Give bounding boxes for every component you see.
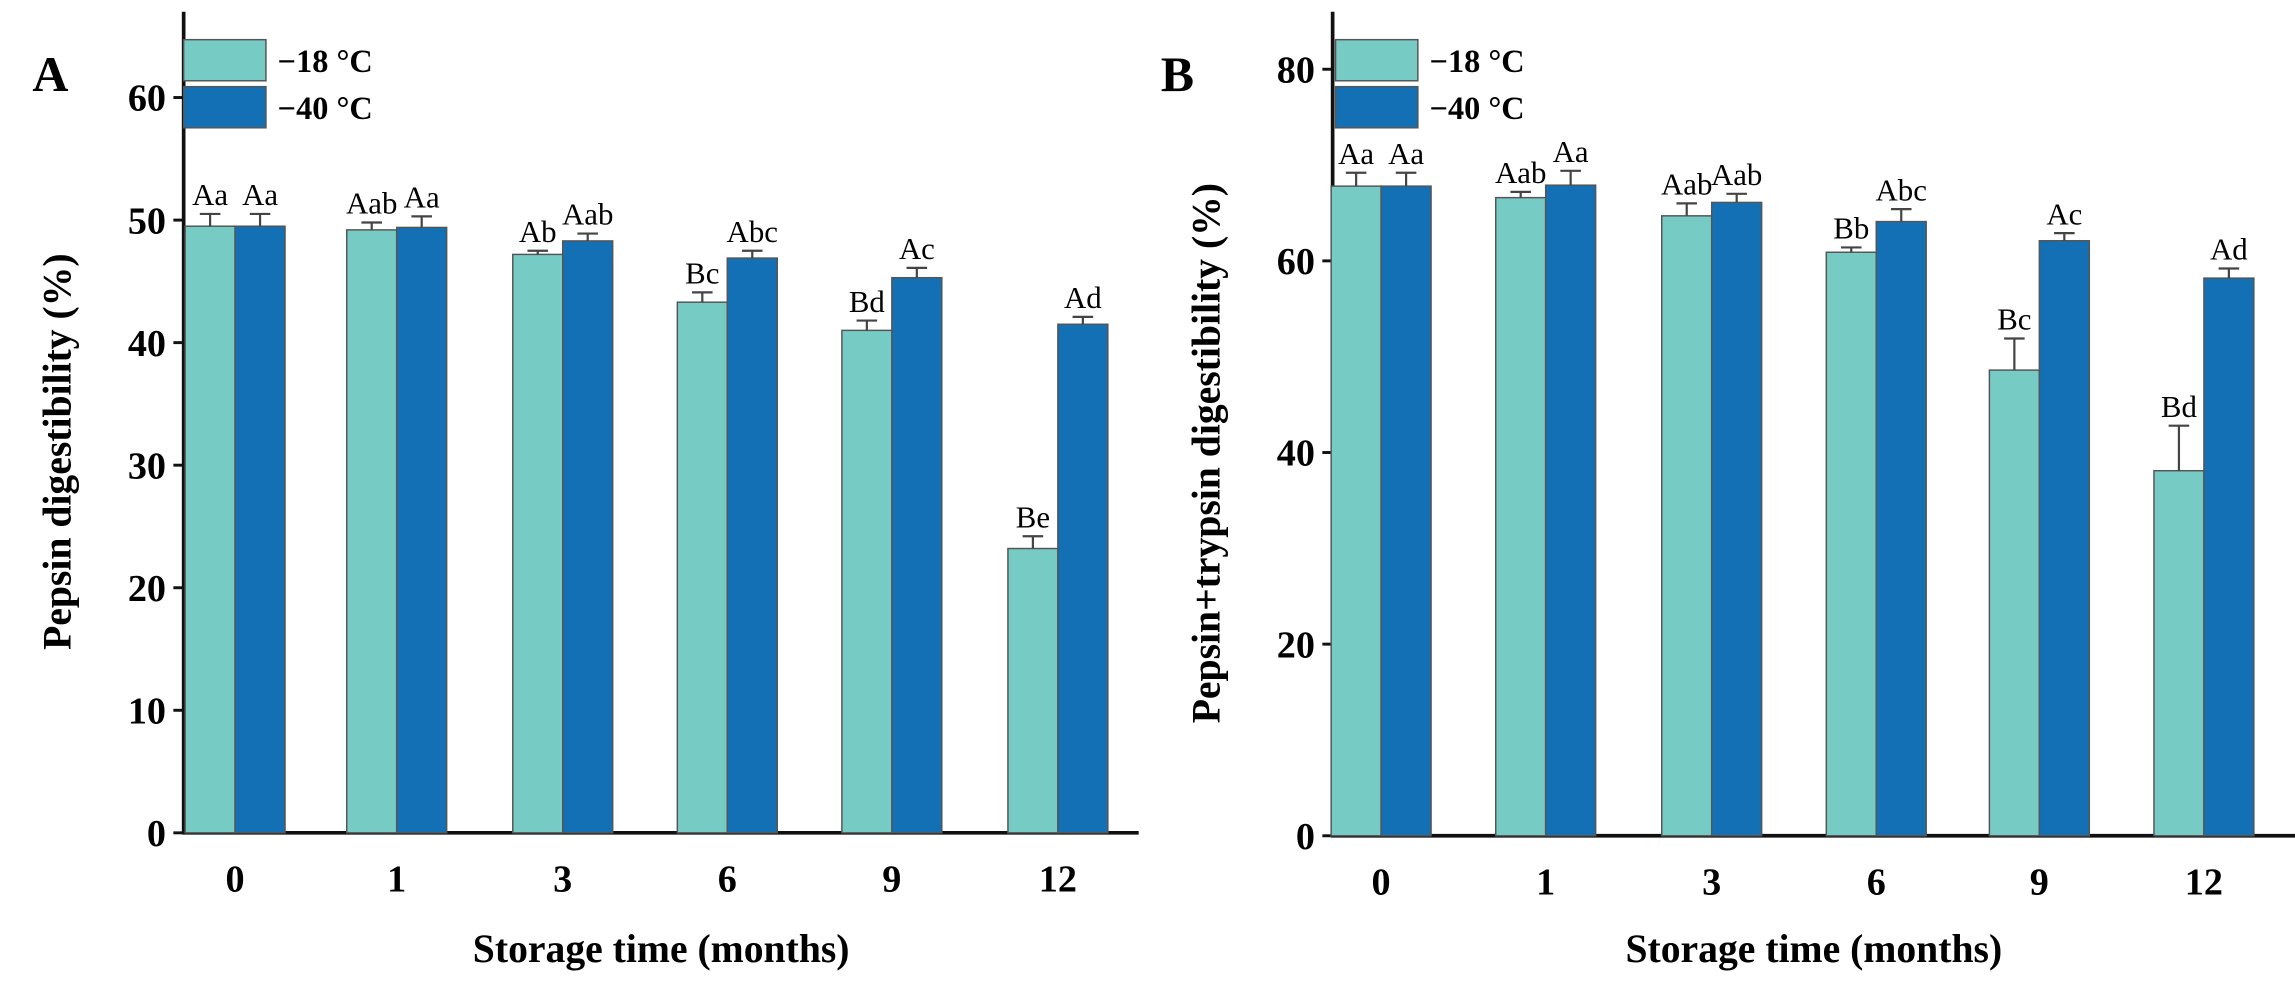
x-tick-label: 1 bbox=[387, 859, 406, 901]
significance-label: Ad bbox=[1064, 281, 1102, 315]
bar-minus40 bbox=[1710, 201, 1763, 837]
y-tick-label: 40 bbox=[128, 323, 166, 365]
bar-minus40 bbox=[726, 257, 778, 834]
significance-label: Bd bbox=[849, 285, 886, 319]
x-tick-label: 1 bbox=[1536, 862, 1555, 904]
x-tick-label: 3 bbox=[1702, 862, 1721, 904]
legend-label: −40 °C bbox=[1430, 90, 1525, 126]
significance-label: Aa bbox=[242, 178, 278, 212]
y-tick-label: 10 bbox=[128, 691, 166, 733]
significance-label: Aa bbox=[1338, 137, 1374, 171]
y-tick-label: 20 bbox=[1277, 624, 1315, 666]
panel-label: B bbox=[1161, 46, 1194, 102]
x-tick-label: 9 bbox=[2030, 862, 2049, 904]
bar-minus18 bbox=[346, 229, 398, 834]
significance-label: Ad bbox=[2210, 233, 2248, 267]
x-tick-label: 6 bbox=[718, 859, 737, 901]
y-tick-label: 0 bbox=[147, 813, 166, 855]
bar-minus40 bbox=[1380, 185, 1432, 837]
bar-minus40 bbox=[1057, 323, 1109, 834]
x-tick-label: 3 bbox=[553, 859, 572, 901]
x-axis-title: Storage time (months) bbox=[1625, 927, 2002, 971]
x-tick-label: 12 bbox=[2185, 862, 2223, 904]
significance-label: Be bbox=[1016, 500, 1050, 534]
y-tick-label: 20 bbox=[128, 568, 166, 610]
significance-label: Bc bbox=[1997, 303, 2031, 337]
significance-label: Bb bbox=[1833, 212, 1869, 246]
legend-label: −40 °C bbox=[278, 90, 373, 126]
significance-label: Bc bbox=[685, 257, 719, 291]
significance-label: Bd bbox=[2161, 390, 2198, 424]
bar-minus18 bbox=[1007, 547, 1059, 834]
significance-label: Aab bbox=[1711, 158, 1762, 192]
panel-label: A bbox=[32, 46, 68, 102]
x-tick-label: 0 bbox=[226, 859, 245, 901]
bar-minus18 bbox=[1494, 196, 1547, 837]
bar-minus18 bbox=[841, 329, 893, 834]
bar-minus18 bbox=[1661, 215, 1713, 837]
bar-minus40 bbox=[395, 226, 448, 834]
legend-swatch bbox=[182, 38, 267, 82]
significance-label: Aab bbox=[346, 187, 397, 221]
y-axis-title: Pepsin digestibility (%) bbox=[36, 253, 80, 650]
bar-minus18 bbox=[676, 301, 729, 834]
significance-label: Aa bbox=[1553, 135, 1589, 169]
bar-minus18 bbox=[1825, 251, 1877, 837]
bar-minus18 bbox=[1330, 185, 1382, 837]
y-tick-label: 0 bbox=[1296, 816, 1315, 858]
bar-minus40 bbox=[561, 240, 614, 834]
legend-swatch bbox=[1334, 38, 1419, 82]
x-tick-label: 6 bbox=[1867, 862, 1886, 904]
significance-label: Abc bbox=[727, 215, 778, 249]
significance-label: Aa bbox=[1388, 137, 1424, 171]
y-tick-label: 30 bbox=[128, 445, 166, 487]
bar-minus40 bbox=[1875, 220, 1927, 837]
y-tick-label: 80 bbox=[1277, 49, 1315, 91]
y-tick-label: 60 bbox=[128, 78, 166, 120]
legend-swatch bbox=[182, 85, 267, 129]
bar-minus18 bbox=[512, 253, 564, 834]
bar-minus40 bbox=[2038, 240, 2091, 837]
significance-label: Aa bbox=[404, 181, 440, 215]
bar-minus40 bbox=[891, 276, 943, 834]
significance-label: Aa bbox=[192, 178, 228, 212]
x-tick-label: 9 bbox=[882, 859, 901, 901]
bar-minus40 bbox=[234, 225, 286, 834]
legend-swatch bbox=[1334, 85, 1419, 129]
legend-label: −18 °C bbox=[1430, 43, 1525, 79]
y-tick-label: 40 bbox=[1277, 433, 1315, 475]
bar-minus18 bbox=[2153, 469, 2205, 837]
significance-label: Ac bbox=[899, 232, 935, 266]
significance-label: Aab bbox=[1661, 168, 1712, 202]
bar-minus40 bbox=[1544, 184, 1597, 837]
x-tick-label: 12 bbox=[1039, 859, 1077, 901]
bar-minus18 bbox=[1988, 369, 2041, 837]
bar-minus40 bbox=[2203, 277, 2255, 837]
significance-label: Aab bbox=[1495, 156, 1546, 190]
significance-label: Abc bbox=[1876, 173, 1927, 207]
significance-label: Aab bbox=[562, 198, 613, 232]
y-axis-title: Pepsin+trypsin digestibility (%) bbox=[1184, 183, 1228, 723]
bar-minus18 bbox=[184, 225, 236, 834]
y-tick-label: 60 bbox=[1277, 241, 1315, 283]
legend-label: −18 °C bbox=[278, 43, 373, 79]
x-tick-label: 0 bbox=[1372, 862, 1391, 904]
significance-label: Ac bbox=[2046, 197, 2082, 231]
x-axis-title: Storage time (months) bbox=[473, 927, 850, 971]
y-tick-label: 50 bbox=[128, 200, 166, 242]
significance-label: Ab bbox=[519, 215, 557, 249]
